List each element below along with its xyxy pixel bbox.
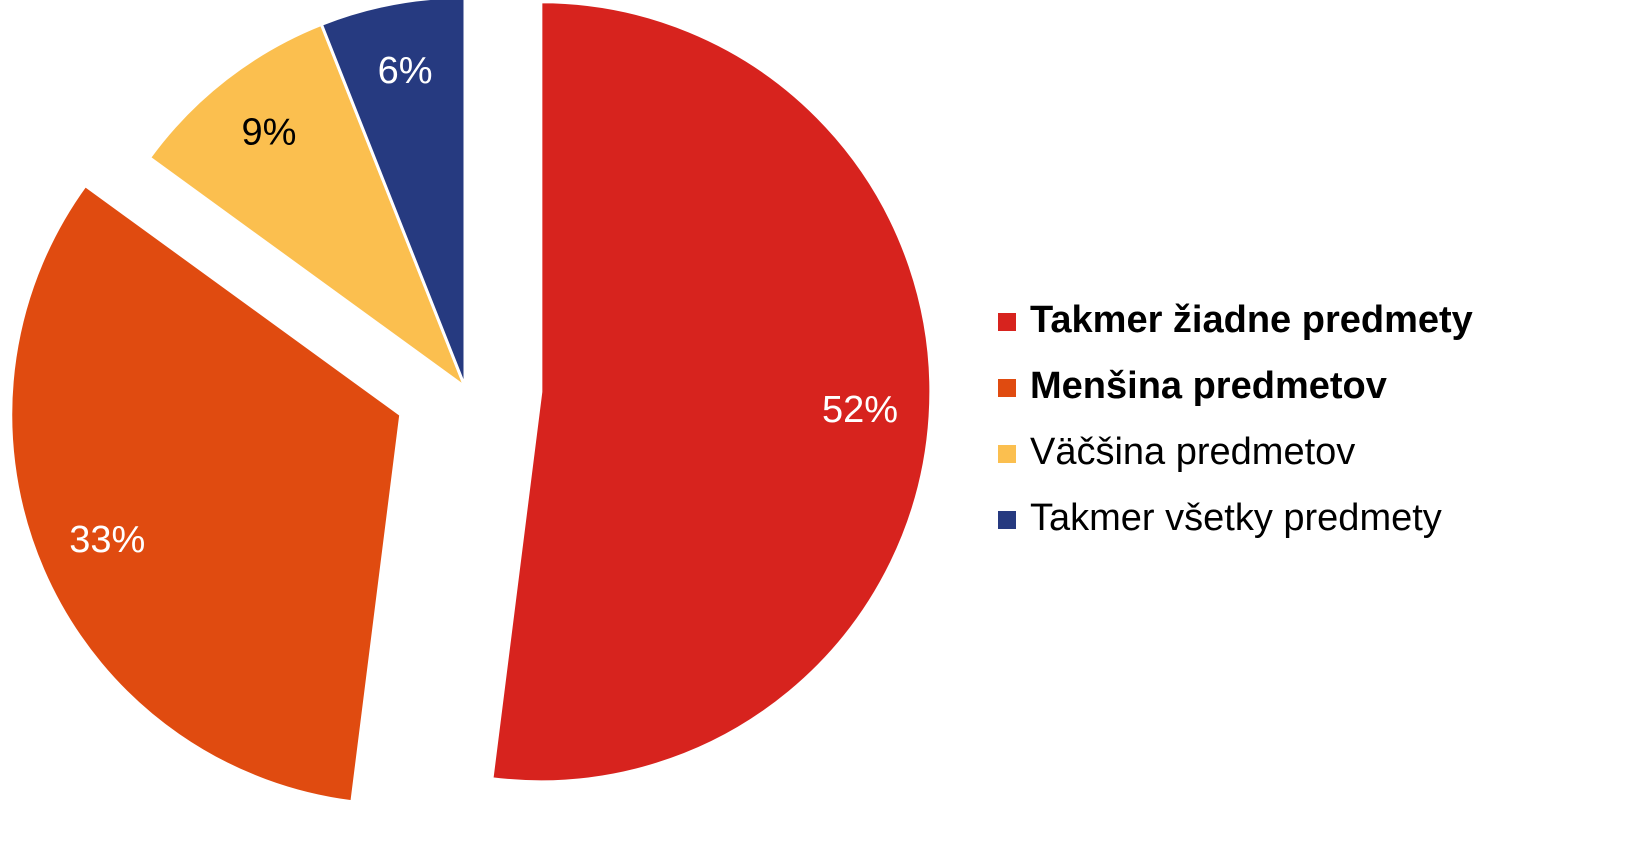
legend-swatch [998, 445, 1016, 463]
slice-label: 6% [378, 50, 433, 92]
legend-label: Menšina predmetov [1030, 365, 1387, 407]
legend-label: Takmer žiadne predmety [1030, 299, 1473, 341]
pie-slice [490, 0, 933, 784]
pie-slice [9, 184, 403, 804]
pie-slice [147, 22, 467, 389]
legend-label: Väčšina predmetov [1030, 431, 1355, 473]
slice-label: 52% [822, 389, 898, 431]
legend-swatch [998, 379, 1016, 397]
legend-swatch [998, 511, 1016, 529]
legend-swatch [998, 313, 1016, 331]
slice-label: 33% [69, 519, 145, 561]
slice-label: 9% [242, 111, 297, 153]
legend-label: Takmer všetky predmety [1030, 497, 1442, 539]
pie-slice [319, 0, 467, 389]
